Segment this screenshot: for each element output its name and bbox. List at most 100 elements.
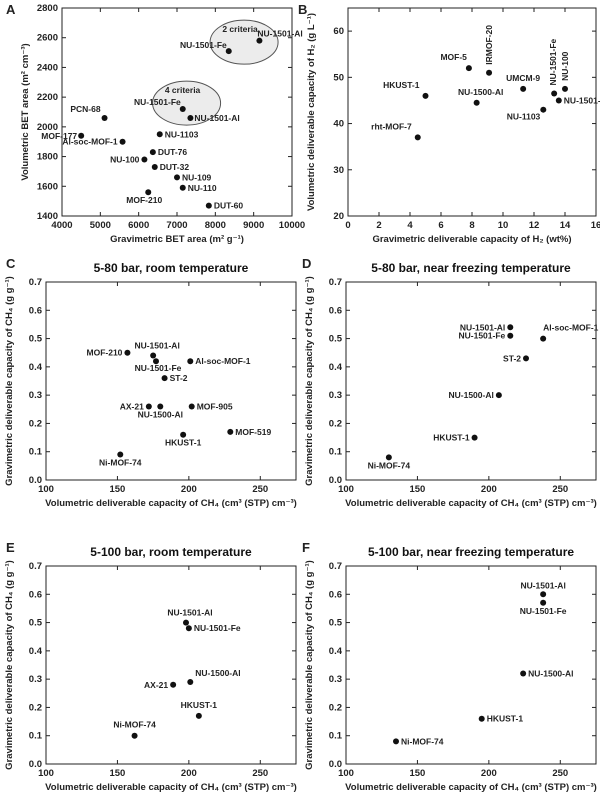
y-tick-label: 0.3 [329,390,342,401]
y-tick-label: 0.0 [329,759,342,770]
x-tick-label: 14 [560,220,571,231]
point-label: ST-2 [170,373,188,383]
data-point [256,37,263,44]
y-tick-label: 0.7 [329,277,342,288]
data-point [225,48,232,55]
data-point [187,114,194,121]
chart-title: 5-100 bar, room temperature [90,545,252,559]
data-point [179,106,186,113]
point-label: MOF-210 [87,348,123,358]
x-axis-label: Volumetric deliverable capacity of CH₄ (… [345,498,597,509]
point-label: AX-21 [144,680,168,690]
point-label: Al-soc-MOF-1 [195,356,251,366]
x-tick-label: 100 [338,768,354,779]
data-point [422,92,429,99]
data-point [478,715,485,722]
x-tick-label: 100 [338,484,354,495]
point-label: UMCM-9 [506,73,540,83]
y-tick-label: 0.5 [329,618,343,629]
y-axis-label: Volumetric deliverable capacity of H₂ (g… [306,13,317,211]
y-tick-label: 0.1 [329,731,343,742]
data-point [183,619,189,626]
y-tick-label: 0.3 [29,390,42,401]
point-label: NU-1501-Al [460,322,505,332]
point-label: NU-110 [188,183,217,193]
y-tick-label: 0.7 [29,277,42,288]
x-tick-label: 2 [376,220,381,231]
point-label: NU-1501-Al [564,95,600,105]
point-label: DUT-32 [160,162,190,172]
y-tick-label: 0.3 [329,674,342,685]
point-label: Ni-MOF-74 [99,458,142,468]
data-point [179,184,186,191]
x-axis-label: Volumetric deliverable capacity of CH₄ (… [45,498,297,509]
data-point [205,202,212,209]
y-tick-label: 0.6 [29,589,42,600]
y-tick-label: 2200 [37,92,58,103]
point-label: NU-1500-Al [448,390,493,400]
x-tick-label: 150 [409,484,425,495]
data-point [170,681,177,688]
point-label: NU-1500-Al [138,409,183,419]
point-label: NU-1501-Al [257,29,302,39]
data-point [540,591,547,598]
y-tick-label: 0.2 [329,702,342,713]
point-label: MOF-210 [126,195,162,205]
point-label: NU-1501-Fe [520,606,567,616]
point-label: DUT-76 [158,147,188,157]
y-tick-label: 0.0 [29,759,42,770]
point-label: MOF-177 [41,131,77,141]
y-tick-label: 0.4 [29,646,43,657]
point-label: HKUST-1 [487,714,524,724]
data-point [540,335,547,342]
x-tick-label: 250 [552,768,568,779]
point-label: ST-2 [503,353,521,363]
panel-d: D 5-80 bar, near freezing temperature 100 1… [302,256,599,509]
data-point [119,138,126,145]
point-label: NU-1501-Fe [459,331,506,341]
plot-frame [347,7,597,217]
y-tick-label: 0.7 [329,561,342,572]
y-tick-label: 0.4 [29,362,43,373]
point-label: NU-1501-Fe [135,363,182,373]
data-point [180,431,187,438]
y-tick-label: 40 [333,119,344,130]
x-tick-label: 200 [481,484,497,495]
panel-letter: A [6,2,16,17]
data-point [486,69,493,76]
point-label: NU-100 [560,51,570,81]
x-tick-label: 5000 [90,220,111,231]
y-tick-label: 0.7 [29,561,42,572]
point-label: DUT-60 [214,201,244,211]
data-point [523,355,529,362]
plot-frame [345,565,597,765]
point-label: NU-1501-Fe [548,38,558,85]
x-tick-label: 250 [552,484,568,495]
x-tick-label: 6 [438,220,443,231]
y-tick-label: 0.1 [29,731,43,742]
panel-a: A 2 criteria 4 criteria 4000 5000 6000 7000 800… [6,2,305,245]
data-point [495,392,502,399]
y-tick-label: 2000 [37,122,58,133]
x-tick-label: 8 [469,220,474,231]
y-tick-label: 0.2 [29,418,42,429]
criteria-ellipse [152,80,222,126]
point-label: MOF-519 [235,427,271,437]
point-label: Ni-MOF-74 [401,736,444,746]
point-label: Al-soc-MOF-1 [62,137,118,147]
data-point [393,738,399,745]
panel-letter: E [6,540,15,555]
point-label: IRMOF-20 [484,25,494,65]
y-tick-label: 0.0 [329,475,342,486]
data-point [174,174,180,181]
panel-letter: B [298,2,307,17]
panel-letter: C [6,256,16,271]
point-label: NU-1501-Al [520,580,565,590]
x-tick-label: 200 [481,768,497,779]
point-label: NU-1500-Al [528,668,573,678]
y-tick-label: 1600 [37,181,58,192]
panel-letter: F [302,540,310,555]
y-tick-label: 0.0 [29,475,42,486]
x-tick-label: 200 [181,484,197,495]
data-point [227,428,234,435]
